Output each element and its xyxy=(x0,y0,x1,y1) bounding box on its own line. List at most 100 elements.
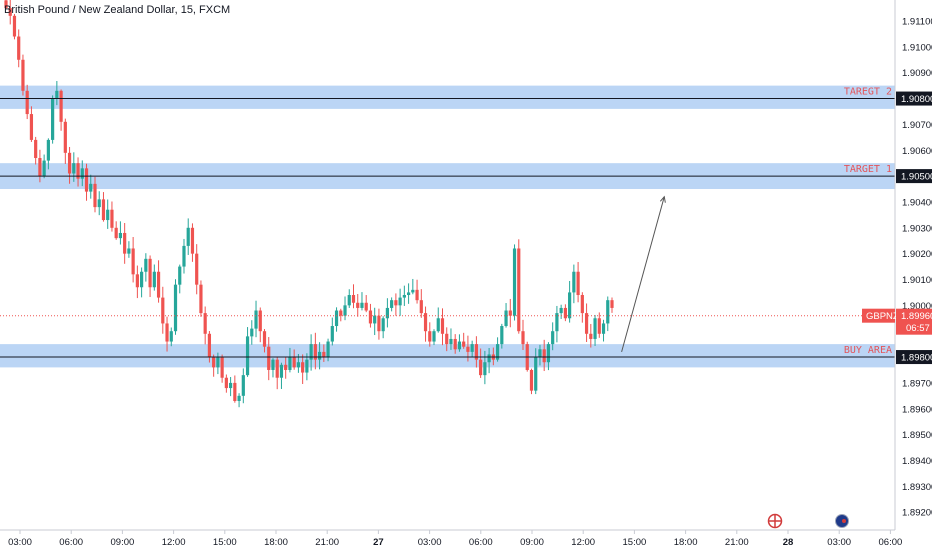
candle-body xyxy=(224,377,228,389)
candle-body xyxy=(504,310,508,327)
candle-body xyxy=(542,349,546,363)
candle-body xyxy=(436,318,440,332)
x-tick-label: 18:00 xyxy=(264,537,288,548)
candle-body xyxy=(275,359,279,378)
candle-body xyxy=(254,310,258,329)
candle-body xyxy=(572,271,576,293)
candle-body xyxy=(305,359,309,373)
candle-body xyxy=(440,318,445,334)
candle-body xyxy=(580,295,584,314)
flag-uk-event-icon[interactable] xyxy=(767,513,783,529)
x-tick-label: 03:00 xyxy=(8,537,32,548)
candle-body xyxy=(140,271,144,288)
candle-body xyxy=(428,331,432,342)
candle-body xyxy=(250,328,254,337)
candle-body xyxy=(457,341,462,350)
candle-body xyxy=(262,331,267,347)
x-tick-label: 09:00 xyxy=(111,537,135,548)
candle-body xyxy=(470,344,474,352)
y-tick-label: 1.90700 xyxy=(902,120,932,131)
candle-body xyxy=(106,209,110,221)
candle-body xyxy=(360,302,364,308)
y-tick-label: 1.89400 xyxy=(902,456,932,467)
x-tick-label: 12:00 xyxy=(571,537,595,548)
candle-body xyxy=(415,289,419,301)
candle-body xyxy=(203,313,207,334)
zone-label-0: TAREGT 2 xyxy=(844,87,892,98)
candle-body xyxy=(606,300,610,324)
candle-body xyxy=(394,300,398,306)
candle-body xyxy=(25,90,29,115)
candle-body xyxy=(190,227,195,254)
candle-body xyxy=(51,98,55,140)
candle-body xyxy=(326,341,330,358)
candle-body xyxy=(212,357,216,368)
candle-body xyxy=(601,323,606,334)
y-tick-label: 1.89200 xyxy=(902,508,932,519)
candle-body xyxy=(195,253,199,285)
candle-body xyxy=(207,333,212,358)
candle-body xyxy=(233,382,237,401)
candle-body xyxy=(373,315,377,324)
candle-body xyxy=(34,139,38,159)
candle-body xyxy=(220,357,224,378)
projection-arrow[interactable] xyxy=(621,196,665,353)
y-tick-label: 1.91100 xyxy=(902,17,932,28)
candle-body xyxy=(271,359,275,370)
countdown-text: 06:57 xyxy=(906,323,930,334)
candle-body xyxy=(173,284,178,332)
candle-body xyxy=(593,318,597,339)
candle-body xyxy=(237,395,241,401)
candle-body xyxy=(406,292,411,296)
candle-body xyxy=(156,271,161,298)
candle-body xyxy=(351,295,356,303)
x-tick-label: 15:00 xyxy=(623,537,647,548)
candle-body xyxy=(512,248,517,316)
symbol-tag-text: GBPNZD xyxy=(866,311,906,322)
candle-body xyxy=(216,357,220,368)
candle-body xyxy=(42,160,46,177)
current-price-tag xyxy=(896,308,932,335)
candle-body xyxy=(313,344,317,360)
candle-body xyxy=(487,354,491,363)
candle-body xyxy=(118,232,123,239)
candle-body xyxy=(432,331,436,342)
level-price-tag-text: 1.89800 xyxy=(901,353,932,364)
candle-body xyxy=(4,0,8,9)
candle-body xyxy=(131,248,135,275)
candle-body xyxy=(123,232,127,254)
level-price-tag-1 xyxy=(896,169,932,184)
candle-body xyxy=(245,336,250,376)
flag-nz-event-icon[interactable] xyxy=(835,514,849,528)
candle-body xyxy=(449,338,453,345)
candle-body xyxy=(322,351,326,358)
y-tick-label: 1.90400 xyxy=(902,197,932,208)
candle-body xyxy=(21,59,25,91)
x-tick-label: 03:00 xyxy=(418,537,442,548)
candle-body xyxy=(182,245,186,267)
level-price-tag-text: 1.90800 xyxy=(901,94,932,105)
candle-body xyxy=(479,359,483,376)
candle-body xyxy=(161,297,165,324)
candle-body xyxy=(381,318,385,332)
candle-body xyxy=(343,305,347,316)
candle-body xyxy=(546,344,551,363)
candle-body xyxy=(521,331,525,345)
candle-body xyxy=(80,168,84,179)
candle-body xyxy=(165,323,169,342)
candle-body xyxy=(356,302,360,308)
x-tick-label: 03:00 xyxy=(827,537,851,548)
x-tick-label: 12:00 xyxy=(162,537,186,548)
candle-body xyxy=(38,158,42,177)
candle-body xyxy=(364,302,368,311)
candle-body xyxy=(508,310,512,316)
candle-body xyxy=(462,341,466,347)
candle-body xyxy=(229,382,233,389)
candle-body xyxy=(93,183,97,208)
y-tick-label: 1.90000 xyxy=(902,301,932,312)
x-tick-label: 21:00 xyxy=(315,537,339,548)
candle-body xyxy=(114,227,118,239)
candle-body xyxy=(186,227,190,246)
candle-body xyxy=(385,307,389,319)
